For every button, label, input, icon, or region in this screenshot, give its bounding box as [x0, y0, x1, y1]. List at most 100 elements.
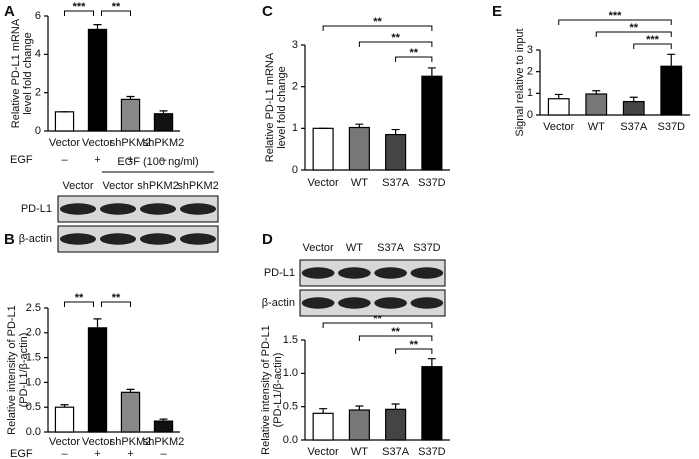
blot-row-label: β-actin	[262, 297, 295, 309]
y-tick-label: 1.0	[26, 376, 41, 388]
significance-label: **	[75, 292, 84, 304]
y-axis-label: Relative PD-L1 mRNA	[264, 52, 276, 162]
lane-label: shPKM2	[177, 180, 219, 192]
error-bar	[427, 67, 436, 77]
y-tick-label: 0	[292, 164, 298, 176]
condition-name: EGF	[10, 154, 33, 166]
y-tick-label: 1.5	[26, 352, 41, 364]
condition-value: +	[127, 448, 133, 459]
lane-label: shPKM2	[137, 180, 179, 192]
blot-band	[140, 233, 176, 245]
blot-row-label: β-actin	[19, 233, 52, 245]
panel-letter: E	[492, 3, 502, 20]
y-axis-label: (PD-L1/β-actin)	[272, 353, 284, 428]
y-tick-label: 3	[527, 44, 533, 56]
bar	[585, 93, 608, 116]
y-tick-label: 1.0	[283, 367, 298, 379]
bar	[622, 100, 645, 116]
error-bar	[93, 24, 102, 30]
lane-label: Vector	[102, 180, 134, 192]
significance-bracket	[322, 25, 433, 31]
y-tick-label: 1	[527, 87, 533, 99]
significance-label: **	[391, 326, 400, 338]
blot-band	[410, 267, 444, 279]
bar	[547, 98, 570, 116]
y-tick-label: 0.0	[26, 426, 41, 438]
significance-label: ***	[609, 10, 623, 22]
y-tick-label: 2.0	[26, 327, 41, 339]
bar	[312, 412, 334, 441]
significance-label: ***	[646, 34, 660, 46]
y-tick-label: 1	[292, 122, 298, 134]
bar	[54, 406, 75, 433]
significance-bracket	[395, 348, 433, 354]
significance-label: **	[391, 32, 400, 44]
y-tick-label: 0	[35, 125, 41, 137]
x-tick-label: Vector	[543, 121, 575, 133]
blot-header: EGF (100 ng/ml)	[117, 156, 198, 168]
condition-value: +	[94, 154, 100, 166]
panel-letter: C	[262, 3, 273, 20]
bar	[153, 420, 174, 433]
y-tick-label: 2	[292, 81, 298, 93]
x-tick-label: shPKM2	[110, 137, 152, 149]
blot-band	[180, 203, 216, 215]
significance-bracket	[395, 56, 433, 62]
x-tick-label: S37A	[620, 121, 648, 133]
bar	[385, 408, 407, 441]
x-tick-label: S37A	[382, 177, 410, 189]
blot-band	[374, 297, 407, 309]
condition-value: –	[61, 154, 68, 166]
significance-bracket	[64, 301, 94, 307]
bar	[153, 113, 174, 132]
y-tick-label: 4	[35, 48, 41, 60]
y-tick-label: 0.5	[283, 401, 298, 413]
y-tick-label: 2	[527, 66, 533, 78]
bar	[87, 28, 108, 132]
y-axis-label: Signal relative to input	[514, 28, 526, 136]
panel-letter: D	[262, 231, 273, 248]
significance-bracket	[358, 41, 433, 47]
x-tick-label: S37D	[418, 177, 446, 189]
error-bar	[427, 358, 436, 367]
y-tick-label: 0.0	[283, 434, 298, 446]
lane-label: WT	[346, 242, 363, 254]
x-tick-label: shPKM2	[143, 436, 185, 448]
error-bar	[629, 96, 638, 102]
significance-bracket	[322, 322, 433, 328]
bar	[421, 366, 443, 441]
y-tick-label: 6	[35, 10, 41, 22]
error-bar	[355, 123, 364, 128]
error-bar	[391, 403, 400, 410]
error-bar	[667, 53, 676, 67]
y-axis-label: (PD-L1/β-actin)	[18, 333, 30, 408]
y-axis-label: Relative intensity of PD-L1	[260, 325, 272, 455]
bar	[660, 65, 683, 116]
error-bar	[554, 93, 563, 99]
bar	[54, 111, 75, 132]
error-bar	[126, 95, 135, 100]
bar	[312, 127, 334, 171]
significance-bracket	[101, 301, 131, 307]
x-tick-label: shPKM2	[110, 436, 152, 448]
significance-bracket	[595, 31, 672, 37]
significance-bracket	[633, 43, 672, 49]
x-tick-label: Vector	[82, 137, 114, 149]
bar	[421, 75, 443, 171]
error-bar	[391, 128, 400, 135]
x-tick-label: WT	[588, 121, 605, 133]
error-bar	[126, 388, 135, 393]
significance-bracket	[358, 335, 433, 341]
significance-label: **	[373, 16, 382, 28]
condition-value: +	[94, 448, 100, 459]
lane-label: S37A	[377, 242, 405, 254]
blot-band	[140, 203, 176, 215]
y-axis-label: Relative PD-L1 mRNA	[10, 18, 22, 128]
x-tick-label: Vector	[82, 436, 114, 448]
x-tick-label: WT	[351, 446, 368, 458]
significance-label: **	[629, 22, 638, 34]
x-tick-label: Vector	[49, 436, 81, 448]
bar	[348, 126, 370, 171]
panel-letter: A	[4, 3, 15, 20]
